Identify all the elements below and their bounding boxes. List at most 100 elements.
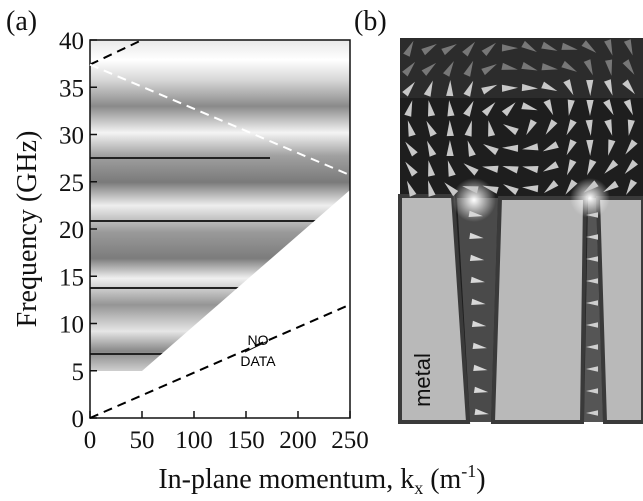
field-arrow — [625, 139, 638, 155]
field-arrow — [586, 256, 598, 262]
field-arrow — [463, 80, 474, 97]
field-arrow — [446, 80, 454, 97]
field-arrow — [402, 81, 415, 97]
field-arrow — [603, 99, 614, 116]
field-arrow — [521, 102, 538, 111]
field-arrow — [541, 81, 558, 92]
field-arrow — [501, 44, 518, 52]
field-arrow — [403, 40, 414, 57]
field-arrow — [522, 185, 539, 193]
y-tick-label: 30 — [59, 123, 84, 150]
line — [89, 63, 351, 177]
field-arrow — [501, 62, 518, 70]
field-arrow — [522, 143, 539, 151]
field-arrow — [561, 42, 578, 50]
field-arrow — [471, 320, 487, 327]
field-arrow — [521, 40, 537, 52]
field-arrow — [469, 232, 484, 239]
field-arrow — [426, 120, 437, 137]
field-arrow — [623, 39, 633, 56]
line — [89, 39, 143, 66]
field-arrow — [405, 161, 418, 177]
field-arrow — [463, 60, 474, 77]
x-tick-label: 50 — [130, 427, 155, 454]
field-arrow — [464, 120, 472, 137]
y-tick-label: 15 — [59, 264, 84, 291]
field-arrow — [586, 212, 598, 218]
field-arrow — [566, 119, 577, 136]
field-arrow — [447, 160, 456, 177]
field-arrow — [471, 298, 486, 305]
x-tick-label: 0 — [84, 427, 97, 454]
field-arrow — [447, 100, 455, 117]
panel-label: (a) — [6, 6, 37, 37]
field-arrow — [503, 184, 519, 195]
y-tick-label: 0 — [72, 406, 85, 433]
field-arrow — [427, 140, 437, 157]
axes: 0 50 100 150 200 250 0 5 10 15 20 25 30 35 40 — [59, 28, 369, 454]
field-arrow — [566, 139, 577, 156]
field-arrow — [627, 119, 635, 136]
field-arrow — [603, 180, 619, 193]
field-arrow — [542, 161, 559, 172]
field-arrow — [586, 278, 598, 284]
field-arrow — [482, 185, 499, 194]
field-arrow — [586, 366, 598, 372]
field-arrow — [586, 79, 594, 96]
field-arrow — [604, 79, 613, 96]
field-arrow — [481, 64, 497, 76]
field-arrow — [462, 41, 476, 57]
field-arrow — [608, 139, 616, 156]
field-arrow — [501, 102, 516, 117]
annotation-pointer — [244, 340, 269, 353]
field-arrow — [604, 39, 613, 56]
field-arrow — [441, 44, 457, 56]
x-tick-label: 250 — [331, 427, 369, 454]
field-arrow — [488, 120, 496, 137]
field-arrow — [586, 234, 598, 240]
field-arrow — [463, 163, 479, 176]
field-arrow — [443, 61, 454, 77]
field-arrow — [501, 84, 518, 92]
field-arrow — [462, 186, 479, 194]
field-arrow — [622, 59, 635, 75]
field-arrow — [583, 59, 593, 76]
field-arrow — [407, 120, 416, 137]
field-arrow — [586, 322, 598, 328]
x-axis-label: In-plane momentum, kx (m-1) — [158, 461, 485, 498]
field-arrow — [623, 99, 633, 116]
field-arrow — [626, 179, 638, 195]
field-arrow — [474, 408, 489, 415]
field-arrow — [446, 140, 454, 156]
y-tick-label: 35 — [59, 75, 84, 102]
field-arrow — [481, 42, 496, 56]
x-label-text: In-plane momentum, k — [158, 464, 414, 495]
field-arrow — [567, 99, 575, 116]
field-arrow — [421, 62, 437, 76]
field-arrow — [473, 386, 489, 393]
field-arrow — [463, 100, 474, 117]
field-arrow — [605, 59, 613, 76]
line — [89, 303, 351, 419]
annotation: DATA — [240, 353, 276, 369]
field-arrow — [586, 344, 598, 350]
field-arrow — [566, 159, 577, 176]
x-tick-label: 200 — [279, 427, 317, 454]
field-arrow — [542, 141, 559, 152]
field-arrow — [423, 80, 433, 97]
field-arrow — [586, 388, 598, 394]
field-arrow — [469, 254, 485, 261]
field-arrow — [586, 410, 598, 416]
panel-label: (b) — [354, 6, 387, 37]
field-arrow — [467, 140, 476, 157]
y-tick-label: 10 — [59, 312, 84, 339]
annotation: NO — [248, 332, 269, 348]
y-tick-label: 5 — [72, 359, 85, 386]
field-arrow — [561, 60, 577, 72]
field-arrow — [586, 300, 598, 306]
field-arrow — [481, 102, 496, 117]
field-arrow — [404, 100, 413, 117]
y-axis-label: Frequency (GHz) — [12, 131, 43, 328]
field-arrow — [502, 144, 519, 152]
